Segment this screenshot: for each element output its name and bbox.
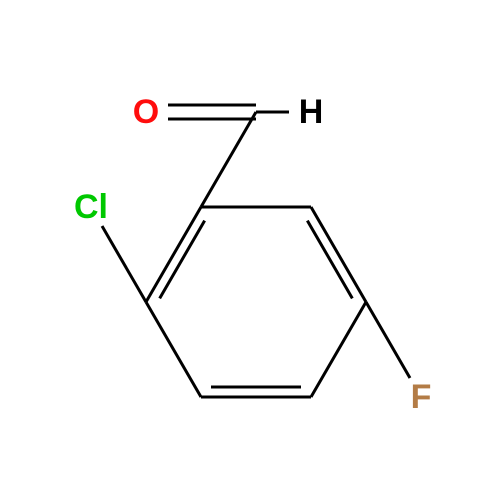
bond-outer [146,207,201,302]
bond-outer [311,207,366,302]
bond [366,302,410,378]
bond [201,112,256,207]
atom-label-f: F [411,378,432,416]
bond-inner [307,221,352,299]
bond [102,226,146,302]
atoms-layer: H O Cl F [74,93,431,416]
bond [146,302,201,397]
bond-inner [160,221,205,299]
atom-label-h: H [299,93,324,131]
atom-label-cl: Cl [74,188,108,226]
molecule-diagram: H O Cl F [0,0,500,500]
bond [311,302,366,397]
atom-label-o: O [133,93,159,131]
bonds-layer [102,105,410,397]
